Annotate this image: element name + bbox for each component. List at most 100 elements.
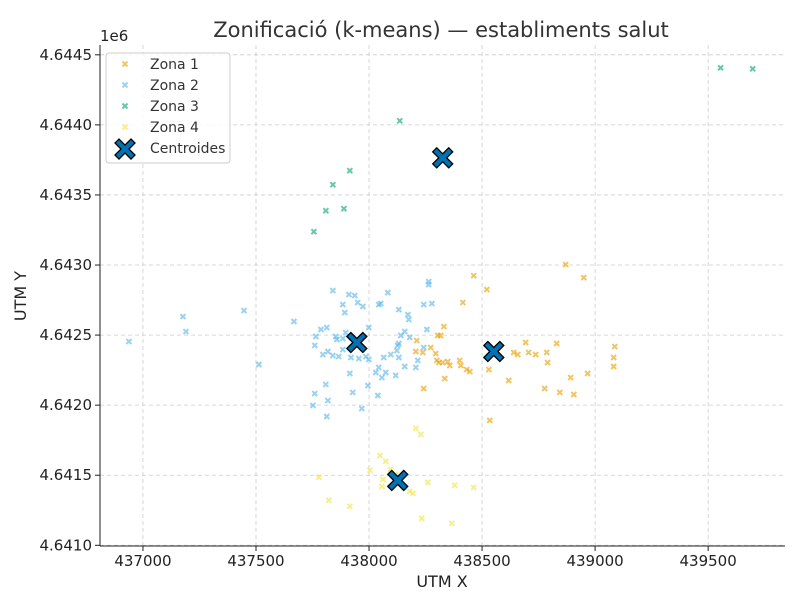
- point-zona-4: [448, 520, 455, 527]
- point-zona-4: [378, 483, 386, 490]
- point-zona-4: [366, 467, 374, 474]
- point-zona-1: [514, 351, 521, 358]
- point-zona-1: [525, 349, 532, 356]
- point-zona-4: [424, 479, 432, 486]
- point-zona-1: [413, 337, 420, 344]
- point-zona-2: [405, 316, 413, 323]
- legend-marker-icon: [121, 102, 129, 110]
- point-zona-4: [346, 503, 354, 510]
- point-zona-4: [412, 425, 420, 432]
- point-zona-1: [412, 348, 420, 355]
- point-zona-2: [375, 364, 382, 371]
- point-zona-2: [255, 361, 263, 368]
- point-zona-2: [346, 370, 354, 377]
- point-zona-2: [182, 328, 190, 335]
- point-zona-3: [329, 181, 337, 188]
- point-zona-1: [433, 357, 441, 364]
- point-zona-2: [393, 347, 401, 354]
- point-zona-2: [414, 357, 422, 364]
- point-zona-2: [317, 326, 325, 333]
- point-zona-1: [466, 368, 474, 375]
- point-zona-1: [584, 370, 591, 377]
- legend-label: Zona 1: [150, 57, 199, 73]
- point-zona-2: [329, 352, 337, 359]
- point-zona-2: [395, 340, 403, 347]
- legend-marker-icon: [121, 60, 129, 68]
- point-zona-1: [441, 375, 448, 382]
- point-zona-4: [325, 497, 332, 504]
- axes: 437000 437500 438000 438500 439000 439500 4.64…: [40, 45, 785, 570]
- point-zona-2: [125, 338, 133, 345]
- point-zona-2: [335, 353, 342, 360]
- point-zona-2: [351, 292, 358, 299]
- point-zona-2: [179, 313, 187, 320]
- legend-marker-icon: [121, 123, 129, 131]
- point-zona-4: [470, 484, 477, 491]
- point-zona-2: [406, 334, 413, 341]
- point-zona-1: [541, 385, 548, 392]
- point-zona-1: [610, 363, 617, 370]
- legend-marker-icon: [121, 81, 129, 89]
- point-zona-4: [376, 452, 384, 459]
- data-points: [125, 64, 756, 527]
- x-tick-label: 438000: [340, 552, 397, 570]
- point-zona-1: [562, 261, 569, 268]
- point-zona-2: [319, 351, 327, 358]
- point-zona-2: [323, 413, 330, 420]
- point-zona-2: [387, 351, 394, 358]
- point-zona-2: [349, 389, 356, 396]
- point-zona-1: [532, 351, 539, 358]
- point-zona-1: [510, 349, 517, 356]
- x-tick-label: 438500: [453, 552, 510, 570]
- point-zona-1: [444, 358, 451, 365]
- point-zona-4: [417, 431, 425, 438]
- point-zona-2: [311, 390, 318, 397]
- point-zona-2: [359, 303, 367, 310]
- y-tick-label: 4.6410: [40, 536, 93, 554]
- y-tick-label: 4.6440: [40, 116, 93, 134]
- x-tick-label: 439000: [566, 552, 623, 570]
- point-zona-2: [309, 402, 317, 409]
- point-zona-1: [611, 343, 618, 350]
- x-tick-label: 437000: [114, 552, 171, 570]
- point-zona-1: [446, 362, 453, 369]
- point-zona-1: [440, 323, 448, 330]
- point-zona-2: [428, 300, 436, 307]
- point-zona-2: [423, 326, 431, 333]
- point-zona-2: [324, 348, 332, 355]
- point-zona-2: [322, 381, 330, 388]
- point-zona-2: [401, 363, 408, 370]
- point-zona-2: [384, 289, 391, 296]
- point-zona-2: [341, 309, 349, 316]
- point-zona-1: [505, 377, 512, 384]
- point-zona-4: [451, 482, 458, 489]
- point-zona-2: [374, 392, 382, 399]
- point-zona-2: [404, 311, 412, 318]
- point-zona-1: [420, 385, 427, 392]
- point-zona-3: [396, 117, 403, 125]
- point-zona-1: [485, 366, 493, 373]
- point-zona-2: [312, 333, 320, 340]
- point-zona-1: [570, 391, 578, 398]
- point-zona-1: [439, 359, 446, 366]
- point-zona-1: [567, 374, 574, 381]
- legend-label: Zona 2: [150, 78, 199, 94]
- point-zona-2: [392, 372, 399, 379]
- point-zona-3: [717, 64, 724, 72]
- y-tick-label: 4.6415: [40, 466, 93, 484]
- point-zona-1: [580, 274, 588, 281]
- point-zona-1: [553, 340, 560, 347]
- point-zona-1: [522, 339, 529, 346]
- legend-label: Centroides: [150, 141, 225, 157]
- point-zona-2: [339, 346, 347, 353]
- point-zona-2: [365, 356, 373, 363]
- point-zona-3: [346, 167, 354, 174]
- point-zona-1: [456, 357, 463, 364]
- point-zona-4: [379, 476, 387, 483]
- point-zona-2: [377, 300, 384, 307]
- point-zona-2: [395, 306, 403, 313]
- legend-box: [105, 52, 231, 164]
- point-zona-2: [420, 344, 427, 351]
